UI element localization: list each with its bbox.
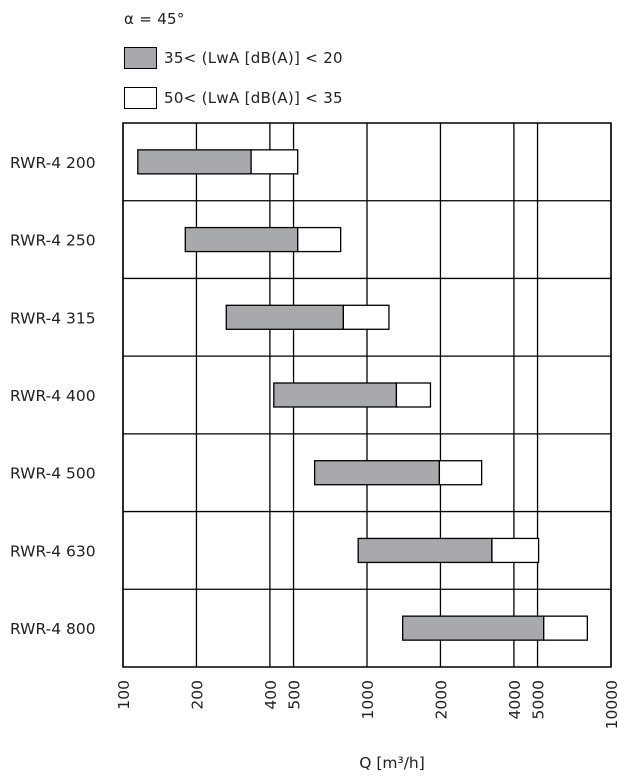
category-label: RWR-4 800	[10, 620, 96, 638]
x-tick-label: 5000	[530, 680, 548, 719]
range-bar-white	[438, 460, 483, 486]
category-label: RWR-4 500	[10, 465, 96, 483]
range-bar-gray	[402, 615, 545, 641]
legend-swatch-white	[124, 87, 157, 109]
chart-title: α = 45°	[124, 10, 185, 28]
x-axis-label: Q [m³/h]	[359, 754, 425, 772]
category-label: RWR-4 200	[10, 154, 96, 172]
x-tick-label: 1000	[359, 680, 377, 719]
x-tick-label: 4000	[506, 680, 524, 719]
range-bar-gray	[357, 537, 493, 564]
plot-frame	[122, 122, 612, 668]
range-bar-gray	[225, 304, 345, 330]
legend-swatch-gray	[124, 47, 157, 69]
x-tick-label: 2000	[432, 680, 450, 719]
range-bar-gray	[184, 226, 299, 253]
range-bar-gray	[137, 149, 252, 175]
x-tick-label: 500	[286, 680, 304, 710]
range-bar-white	[491, 537, 540, 564]
range-bar-gray	[273, 382, 398, 408]
range-bar-white	[543, 615, 589, 641]
x-tick-label: 400	[262, 680, 280, 710]
category-label: RWR-4 630	[10, 542, 96, 560]
range-bar-white	[250, 149, 299, 175]
x-tick-label: 10000	[603, 680, 619, 729]
x-tick-label: 100	[115, 680, 133, 710]
range-bar-white	[297, 226, 342, 253]
range-bar-white	[395, 382, 432, 408]
category-label: RWR-4 315	[10, 309, 96, 327]
x-tick-label: 200	[188, 680, 206, 710]
range-bar-white	[342, 304, 390, 330]
legend-label-gray: 35< (LwA [dB(A)] < 20	[164, 49, 343, 67]
category-label: RWR-4 400	[10, 387, 96, 405]
category-label: RWR-4 250	[10, 232, 96, 250]
range-bar-gray	[313, 460, 441, 486]
legend-label-white: 50< (LwA [dB(A)] < 35	[164, 89, 343, 107]
